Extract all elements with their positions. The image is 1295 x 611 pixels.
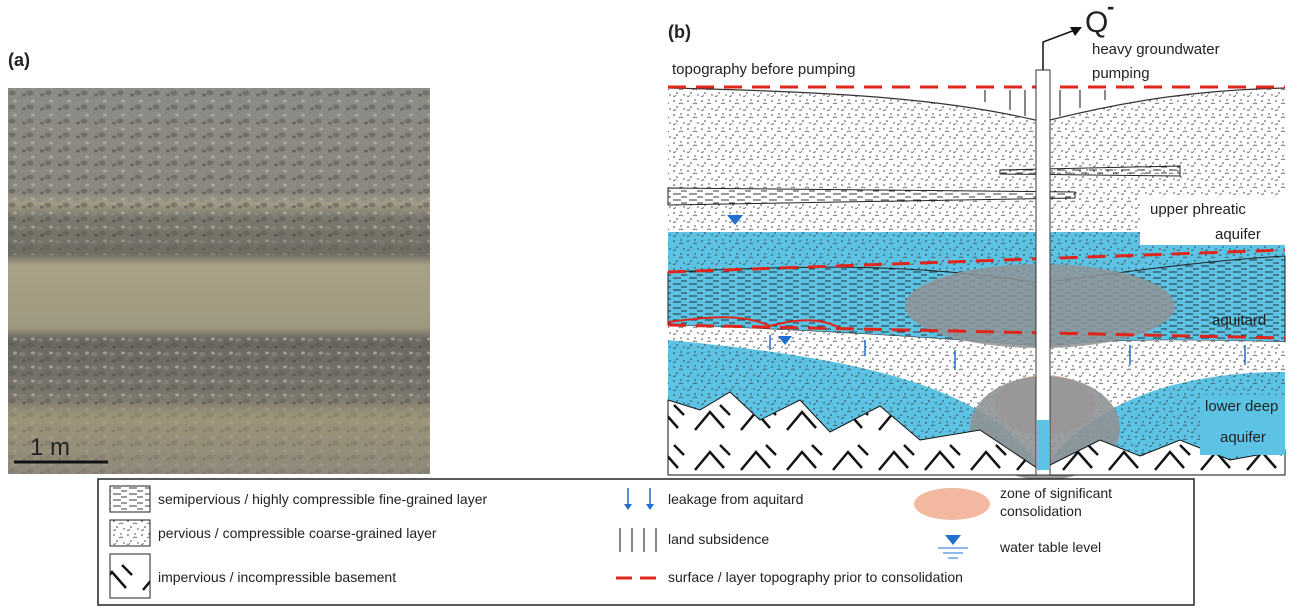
legend-text: impervious / incompressible basement [158,569,396,585]
scale-label: 1 m [30,434,70,461]
legend-text: consolidation [1000,503,1082,519]
legend-text: water table level [999,539,1101,555]
figure: (a) 1 m (b) Q - heavy groundwater pumpin… [0,0,1295,611]
legend-text: surface / layer topography prior to cons… [668,569,963,585]
legend-text: zone of significant [1000,485,1112,501]
pumping-label: pumping [1092,65,1150,82]
legend-text: semipervious / highly compressible fine-… [158,491,487,507]
legend-text: land subsidence [668,531,769,547]
discharge-symbol: Q [1085,6,1108,39]
panel-label: (b) [668,22,691,42]
layer-label: aquifer [1215,226,1261,243]
cross-section [668,27,1285,480]
layer-label: aquifer [1220,429,1266,446]
layer-label: aquitard [1212,312,1266,329]
legend-text: pervious / compressible coarse-grained l… [158,525,437,541]
pumping-label: heavy groundwater [1092,41,1220,58]
panel-label: (a) [8,50,30,70]
discharge-sign: - [1107,0,1114,19]
layer-label: upper phreatic [1150,201,1246,218]
legend-text: leakage from aquitard [668,491,803,507]
photo [8,88,430,474]
topography-label: topography before pumping [672,61,855,78]
layer-label: lower deep [1205,398,1278,415]
